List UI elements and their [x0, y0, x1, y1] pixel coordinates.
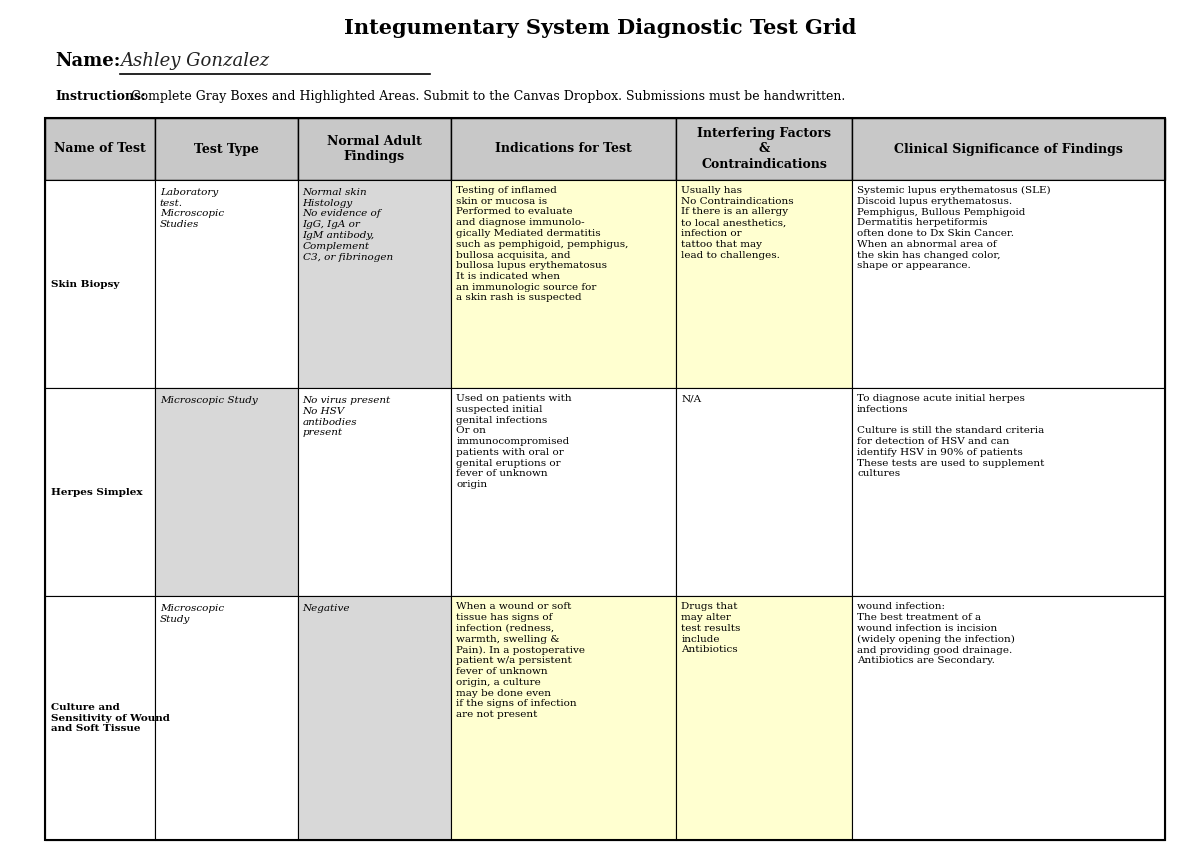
- Bar: [155, 118, 298, 180]
- Text: Complete Gray Boxes and Highlighted Areas. Submit to the Canvas Dropbox. Submiss: Complete Gray Boxes and Highlighted Area…: [127, 90, 845, 103]
- Text: Instructions:: Instructions:: [55, 90, 145, 103]
- Text: Clinical Significance of Findings: Clinical Significance of Findings: [894, 142, 1123, 155]
- Text: Normal Adult
Findings: Normal Adult Findings: [326, 135, 422, 164]
- Bar: [155, 388, 298, 596]
- Bar: [852, 180, 1165, 388]
- Bar: [677, 388, 852, 596]
- Bar: [155, 596, 298, 840]
- Bar: [46, 596, 155, 840]
- Bar: [46, 180, 155, 388]
- Text: Used on patients with
suspected initial
genital infections
Or on
immunocompromis: Used on patients with suspected initial …: [456, 394, 572, 489]
- Bar: [852, 388, 1165, 596]
- Text: Herpes Simplex: Herpes Simplex: [50, 488, 143, 497]
- Bar: [298, 596, 451, 840]
- Text: Drugs that
may alter
test results
include
Antibiotics: Drugs that may alter test results includ…: [682, 602, 740, 655]
- Text: Culture and
Sensitivity of Wound
and Soft Tissue: Culture and Sensitivity of Wound and Sof…: [50, 703, 170, 734]
- Text: Laboratory
test.
Microscopic
Studies: Laboratory test. Microscopic Studies: [160, 188, 224, 229]
- Bar: [677, 118, 852, 180]
- Bar: [677, 596, 852, 840]
- Text: Systemic lupus erythematosus (SLE)
Discoid lupus erythematosus.
Pemphigus, Bullo: Systemic lupus erythematosus (SLE) Disco…: [857, 186, 1051, 271]
- Text: Testing of inflamed
skin or mucosa is
Performed to evaluate
and diagnose immunol: Testing of inflamed skin or mucosa is Pe…: [456, 186, 629, 303]
- Text: Microscopic Study: Microscopic Study: [160, 396, 258, 405]
- Text: Microscopic
Study: Microscopic Study: [160, 605, 224, 624]
- Text: Interfering Factors
&
Contraindications: Interfering Factors & Contraindications: [697, 127, 832, 171]
- Text: Integumentary System Diagnostic Test Grid: Integumentary System Diagnostic Test Gri…: [344, 18, 856, 38]
- Text: Indications for Test: Indications for Test: [496, 142, 632, 155]
- Text: Name:: Name:: [55, 52, 120, 70]
- Bar: [852, 596, 1165, 840]
- Text: Normal skin
Histology
No evidence of
IgG, IgA or
IgM antibody,
Complement
C3, or: Normal skin Histology No evidence of IgG…: [302, 188, 392, 261]
- Bar: [298, 118, 451, 180]
- Text: No virus present
No HSV
antibodies
present: No virus present No HSV antibodies prese…: [302, 396, 391, 438]
- Bar: [46, 118, 1165, 840]
- Bar: [852, 118, 1165, 180]
- Bar: [451, 596, 677, 840]
- Text: Test Type: Test Type: [193, 142, 259, 155]
- Text: wound infection:
The best treatment of a
wound infection is incision
(widely ope: wound infection: The best treatment of a…: [857, 602, 1015, 666]
- Bar: [451, 118, 677, 180]
- Bar: [298, 388, 451, 596]
- Text: Usually has
No Contraindications
If there is an allergy
to local anesthetics,
in: Usually has No Contraindications If ther…: [682, 186, 794, 259]
- Text: Ashley Gonzalez: Ashley Gonzalez: [120, 52, 269, 70]
- Bar: [46, 118, 155, 180]
- Bar: [677, 180, 852, 388]
- Bar: [46, 388, 155, 596]
- Bar: [298, 180, 451, 388]
- Text: To diagnose acute initial herpes
infections

Culture is still the standard crite: To diagnose acute initial herpes infecti…: [857, 394, 1044, 478]
- Text: Skin Biopsy: Skin Biopsy: [50, 280, 119, 288]
- Text: When a wound or soft
tissue has signs of
infection (redness,
warmth, swelling &
: When a wound or soft tissue has signs of…: [456, 602, 586, 719]
- Text: Negative: Negative: [302, 605, 350, 613]
- Bar: [451, 180, 677, 388]
- Text: Name of Test: Name of Test: [54, 142, 145, 155]
- Bar: [155, 180, 298, 388]
- Text: N/A: N/A: [682, 394, 702, 403]
- Bar: [451, 388, 677, 596]
